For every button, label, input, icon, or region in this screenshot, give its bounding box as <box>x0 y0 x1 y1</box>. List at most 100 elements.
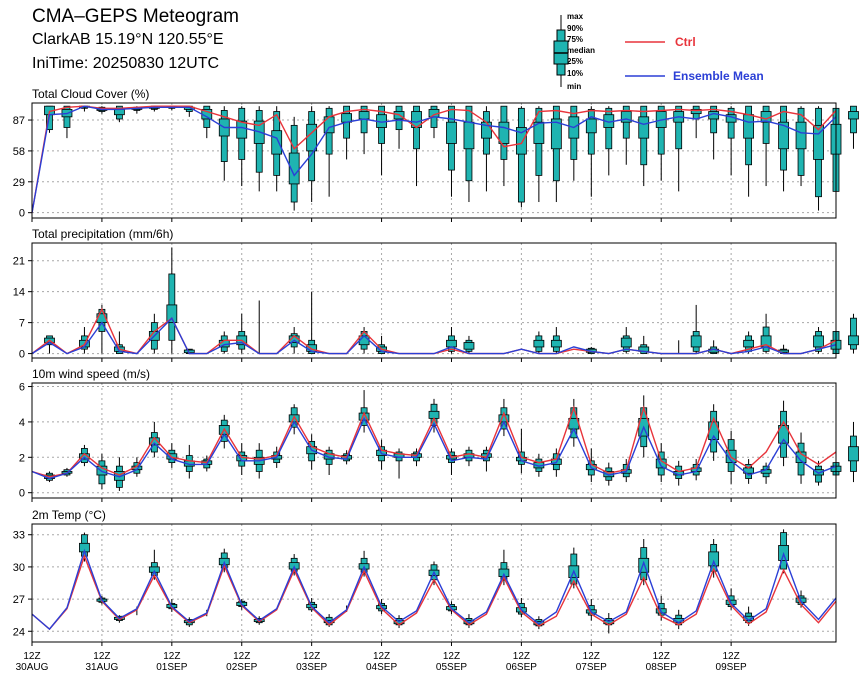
precipitation-panel: Total precipitation (mm/6h) 0 7 14 21 <box>13 227 859 362</box>
ensemble-mean-series-line <box>31 416 837 480</box>
cloud-cover-panel-title: Total Cloud Cover (%) <box>32 87 149 101</box>
box-inner <box>166 304 178 324</box>
meteogram-title: CMA–GEPS Meteogram <box>32 6 239 27</box>
legend-box-label: 90% <box>567 24 583 33</box>
y-tick-label: 33 <box>13 530 25 542</box>
box-inner <box>446 121 457 144</box>
ensemble-mean-series-line <box>31 548 837 631</box>
box-inner <box>498 121 510 144</box>
precipitation-panel-frame <box>31 242 837 359</box>
legend-box-label: 75% <box>567 35 583 44</box>
box-inner <box>358 111 370 120</box>
box-inner <box>795 121 807 150</box>
legend-box-label: median <box>567 46 595 55</box>
wind-speed-panel-frame <box>31 382 837 499</box>
box-inner <box>690 108 702 115</box>
box-inner <box>533 121 545 144</box>
box-inner <box>848 335 859 346</box>
box-outer <box>727 107 735 139</box>
x-tick-hour-label: 12Z <box>373 651 390 662</box>
box-inner <box>778 425 789 444</box>
temperature-panel: 2m Temp (°C) 24 27 30 33 <box>13 508 837 646</box>
legend-box-label: 10% <box>567 69 583 78</box>
x-tick-hour-label: 12Z <box>233 651 250 662</box>
legend: max 90% 75% median 25% 10% min Ctrl Ensemble M… <box>553 12 764 91</box>
precipitation-panel-title: Total precipitation (mm/6h) <box>32 227 173 241</box>
x-tick-hour-label: 12Z <box>23 651 40 662</box>
y-tick-label: 0 <box>19 488 25 500</box>
x-tick-hour-label: 12Z <box>583 651 600 662</box>
x-tick-hour-label: 12Z <box>653 651 670 662</box>
box-inner <box>550 118 562 150</box>
y-tick-label: 29 <box>13 177 25 189</box>
legend-box-label: min <box>567 82 581 91</box>
ctrl-series-line <box>31 405 837 478</box>
y-tick-label: 4 <box>19 417 25 429</box>
cloud-cover-panel-frame <box>31 102 837 219</box>
cloud-cover-panel: Total Cloud Cover (%) 0 29 58 87 <box>13 87 859 222</box>
ctrl-series-line <box>31 554 837 631</box>
box-inner <box>848 111 859 120</box>
y-tick-label: 21 <box>13 256 25 268</box>
wind-speed-panel-title: 10m wind speed (m/s) <box>32 367 150 381</box>
box-outer <box>517 107 525 203</box>
box-inner <box>515 127 527 155</box>
y-tick-label: 7 <box>19 318 25 330</box>
x-tick-date-label: 30AUG <box>16 662 49 673</box>
box-inner <box>533 339 545 348</box>
x-tick-date-label: 04SEP <box>366 662 397 673</box>
box-inner <box>813 124 824 160</box>
init-time-label: IniTime: 20250830 12UTC <box>32 55 220 72</box>
y-tick-label: 58 <box>13 146 25 158</box>
y-tick-label: 14 <box>13 287 25 299</box>
x-tick-hour-label: 12Z <box>513 651 530 662</box>
y-tick-label: 27 <box>13 594 25 606</box>
y-tick-label: 6 <box>19 382 25 394</box>
x-tick-date-label: 05SEP <box>436 662 467 673</box>
box-inner <box>813 469 824 476</box>
y-tick-label: 0 <box>19 349 25 361</box>
x-tick-date-label: 01SEP <box>156 662 187 673</box>
box-inner <box>620 111 632 123</box>
wind-speed-panel: 10m wind speed (m/s) 0 2 4 6 <box>19 367 859 502</box>
box-inner <box>306 123 318 152</box>
box-inner <box>848 446 859 462</box>
legend-mean-label: Ensemble Mean <box>673 69 764 83</box>
ensemble-mean-series-line <box>31 105 837 213</box>
legend-box-label: 25% <box>567 57 583 66</box>
x-tick-hour-label: 12Z <box>443 651 460 662</box>
x-tick-hour-label: 12Z <box>723 651 740 662</box>
y-tick-label: 2 <box>19 452 25 464</box>
x-tick-hour-label: 12Z <box>93 651 110 662</box>
y-tick-label: 24 <box>13 626 25 638</box>
box-inner <box>778 121 789 150</box>
box-inner <box>708 551 720 567</box>
temperature-panel-frame <box>31 523 837 643</box>
box-inner <box>620 337 632 348</box>
location-label: ClarkAB 15.19°N 120.55°E <box>32 31 224 48</box>
x-tick-date-label: 03SEP <box>296 662 327 673</box>
box-outer <box>850 317 857 350</box>
box-inner <box>813 335 824 348</box>
box-outer <box>657 105 665 155</box>
box-inner <box>638 557 650 573</box>
x-axis-labels: 12Z30AUG12Z31AUG12Z01SEP12Z02SEP12Z03SEP… <box>16 651 747 673</box>
box-inner <box>463 342 475 350</box>
y-tick-label: 87 <box>13 115 25 127</box>
box-inner <box>690 335 702 348</box>
x-tick-date-label: 07SEP <box>576 662 607 673</box>
box-inner <box>463 121 475 150</box>
box-outer <box>605 107 613 150</box>
temperature-panel-title: 2m Temp (°C) <box>32 508 106 522</box>
x-tick-date-label: 06SEP <box>506 662 537 673</box>
box-inner <box>113 108 125 116</box>
box-outer <box>710 105 718 134</box>
legend-box-label: max <box>567 12 584 21</box>
box-inner <box>271 130 283 155</box>
legend-ctrl-label: Ctrl <box>675 35 696 49</box>
box-inner <box>446 339 457 348</box>
x-tick-date-label: 08SEP <box>646 662 677 673</box>
ctrl-series-line <box>31 105 837 213</box>
x-tick-hour-label: 12Z <box>303 651 320 662</box>
